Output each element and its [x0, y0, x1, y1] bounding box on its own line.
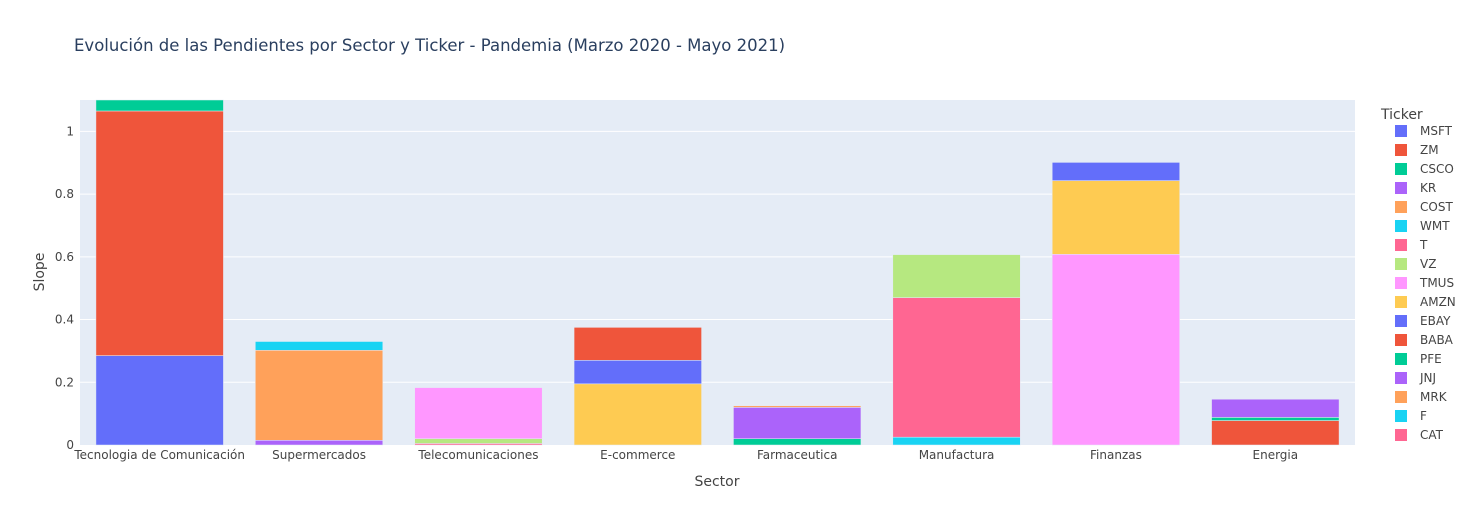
y-axis-title: Slope — [32, 253, 48, 292]
chart-title: Evolución de las Pendientes por Sector y… — [74, 36, 785, 55]
legend-item-kr[interactable]: KR — [1395, 181, 1436, 195]
legend-item-amzn[interactable]: AMZN — [1395, 295, 1456, 309]
legend-label: MRK — [1420, 390, 1448, 404]
y-tick-label: 0.2 — [55, 375, 74, 389]
x-tick-label: E-commerce — [600, 448, 675, 462]
bar-segment-wmt[interactable] — [255, 341, 384, 351]
legend-label: TMUS — [1419, 276, 1454, 290]
x-tick-label: Energia — [1253, 448, 1299, 462]
legend-swatch — [1395, 258, 1407, 270]
bar-segment-cost[interactable] — [255, 350, 384, 441]
bar-segment-ebay[interactable] — [573, 360, 702, 385]
bar-segment-baba[interactable] — [573, 327, 702, 361]
x-tick-label: Supermercados — [272, 448, 366, 462]
y-tick-label: 0.4 — [55, 313, 74, 327]
x-tick-label: Manufactura — [919, 448, 995, 462]
bar-segment-pfe[interactable] — [733, 438, 862, 446]
bars-layer — [95, 99, 1340, 446]
legend-item-mrk[interactable]: MRK — [1395, 390, 1448, 404]
legend-label: AMZN — [1420, 295, 1456, 309]
legend-swatch — [1395, 163, 1407, 175]
x-tick-label: Telecomunicaciones — [417, 448, 538, 462]
legend-item-msft[interactable]: MSFT — [1395, 124, 1453, 138]
bar-segment-vz[interactable] — [414, 438, 543, 444]
legend-label: EBAY — [1420, 314, 1451, 328]
legend-label: KR — [1420, 181, 1436, 195]
legend-item-t[interactable]: T — [1395, 238, 1428, 252]
bar-segment-jnj[interactable] — [733, 407, 862, 439]
bar-segment-mrk[interactable] — [733, 405, 862, 408]
legend-label: T — [1419, 238, 1428, 252]
y-axis-ticks: 0 0.2 0.4 0.6 0.8 1 — [55, 124, 74, 452]
legend-item-pfe[interactable]: PFE — [1395, 352, 1442, 366]
legend-item-jnj[interactable]: JNJ — [1395, 371, 1436, 385]
legend-item-wmt[interactable]: WMT — [1395, 219, 1450, 233]
legend-label: CAT — [1420, 428, 1444, 442]
legend-item-ebay[interactable]: EBAY — [1395, 314, 1451, 328]
legend-item-cat[interactable]: CAT — [1395, 428, 1444, 442]
legend-swatch — [1395, 144, 1407, 156]
legend-item-tmus[interactable]: TMUS — [1395, 276, 1454, 290]
legend-swatch — [1395, 182, 1407, 194]
x-axis-title: Sector — [694, 474, 739, 490]
legend-item-f[interactable]: F — [1395, 409, 1427, 423]
legend-item-zm[interactable]: ZM — [1395, 143, 1439, 157]
bar-segment-kr[interactable] — [255, 440, 384, 446]
legend-label: COST — [1420, 200, 1453, 214]
x-tick-label: Finanzas — [1090, 448, 1142, 462]
legend-swatch — [1395, 334, 1407, 346]
legend-swatch — [1395, 125, 1407, 137]
bar-segment-jnj[interactable] — [1211, 398, 1340, 418]
legend-swatch — [1395, 410, 1407, 422]
legend-swatch — [1395, 277, 1407, 289]
legend-item-cost[interactable]: COST — [1395, 200, 1453, 214]
bar-segment-amzn[interactable] — [573, 383, 702, 446]
bar-segment-baba[interactable] — [1211, 420, 1340, 446]
legend-item-csco[interactable]: CSCO — [1395, 162, 1454, 176]
legend-swatch — [1395, 429, 1407, 441]
legend-label: MSFT — [1420, 124, 1453, 138]
bar-segment-cat[interactable] — [892, 297, 1021, 438]
y-tick-label: 0.8 — [55, 187, 74, 201]
legend-label: BABA — [1420, 333, 1454, 347]
legend-label: ZM — [1420, 143, 1439, 157]
legend-swatch — [1395, 239, 1407, 251]
bar-segment-ebay[interactable] — [1051, 162, 1180, 181]
y-tick-label: 0 — [66, 438, 74, 452]
legend-label: F — [1420, 409, 1427, 423]
legend-swatch — [1395, 372, 1407, 384]
y-tick-label: 0.6 — [55, 250, 74, 264]
bar-segment-f[interactable] — [892, 436, 1021, 446]
legend-swatch — [1395, 201, 1407, 213]
bar-segment-amzn[interactable] — [1051, 180, 1180, 255]
bar-segment-tmus[interactable] — [1051, 254, 1180, 446]
legend-label: WMT — [1420, 219, 1450, 233]
legend-swatch — [1395, 220, 1407, 232]
bar-segment-tmus[interactable] — [414, 387, 543, 439]
x-axis-ticks: Tecnologia de Comunicación Supermercados T… — [73, 448, 1298, 462]
legend-item-baba[interactable]: BABA — [1395, 333, 1454, 347]
bar-segment-msft[interactable] — [95, 355, 224, 446]
legend-item-vz[interactable]: VZ — [1395, 257, 1436, 271]
legend-swatch — [1395, 353, 1407, 365]
legend-swatch — [1395, 296, 1407, 308]
legend-swatch — [1395, 315, 1407, 327]
legend: Ticker MSFT ZM CSCO KR COST WMT T VZ TMUS AMZN EBA… — [1380, 107, 1456, 442]
legend-title: Ticker — [1380, 107, 1423, 123]
bar-segment-zm[interactable] — [95, 110, 224, 356]
legend-swatch — [1395, 391, 1407, 403]
legend-label: PFE — [1420, 352, 1442, 366]
legend-label: CSCO — [1420, 162, 1454, 176]
x-tick-label: Tecnologia de Comunicación — [73, 448, 245, 462]
bar-segment-xom[interactable] — [892, 254, 1021, 298]
bar-segment-pfe[interactable] — [1211, 417, 1340, 421]
x-tick-label: Farmaceutica — [757, 448, 838, 462]
bar-segment-csco[interactable] — [95, 99, 224, 112]
legend-label: VZ — [1420, 257, 1436, 271]
legend-label: JNJ — [1419, 371, 1436, 385]
y-tick-label: 1 — [66, 124, 74, 138]
